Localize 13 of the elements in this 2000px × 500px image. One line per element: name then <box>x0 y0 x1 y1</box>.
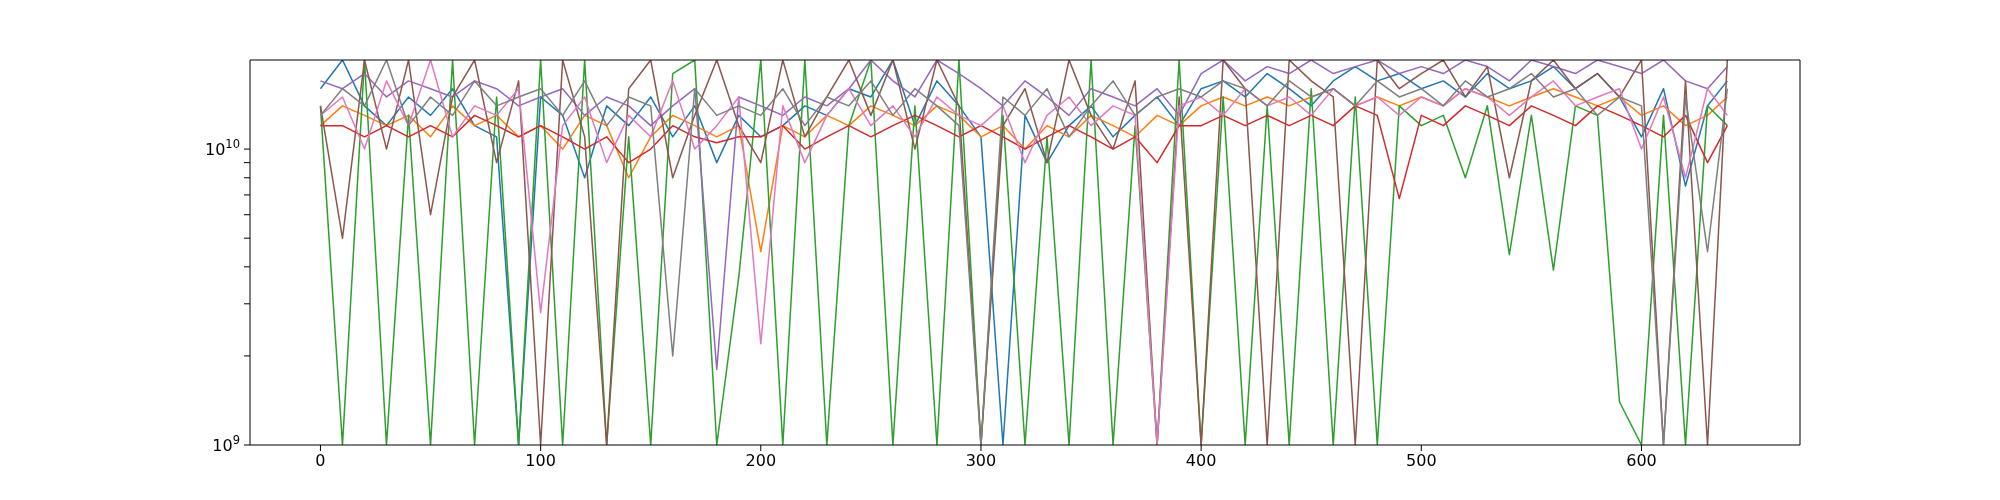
x-tick-label: 600 <box>1626 450 1657 470</box>
y-tick-label: 10$^{9}$ <box>212 432 240 455</box>
line-series <box>319 87 1729 253</box>
line-series <box>319 105 1729 200</box>
y-tick-label: 10$^{10}$ <box>204 136 240 159</box>
x-tick-label: 300 <box>965 450 997 470</box>
line-series <box>319 60 1729 371</box>
x-tick-label: 0 <box>315 450 326 470</box>
x-tick-label: 500 <box>1406 450 1437 470</box>
x-tick-label: 400 <box>1185 450 1217 470</box>
line-series <box>319 60 1729 445</box>
x-tick-label: 100 <box>525 450 556 470</box>
x-tick-label: 200 <box>745 450 777 470</box>
